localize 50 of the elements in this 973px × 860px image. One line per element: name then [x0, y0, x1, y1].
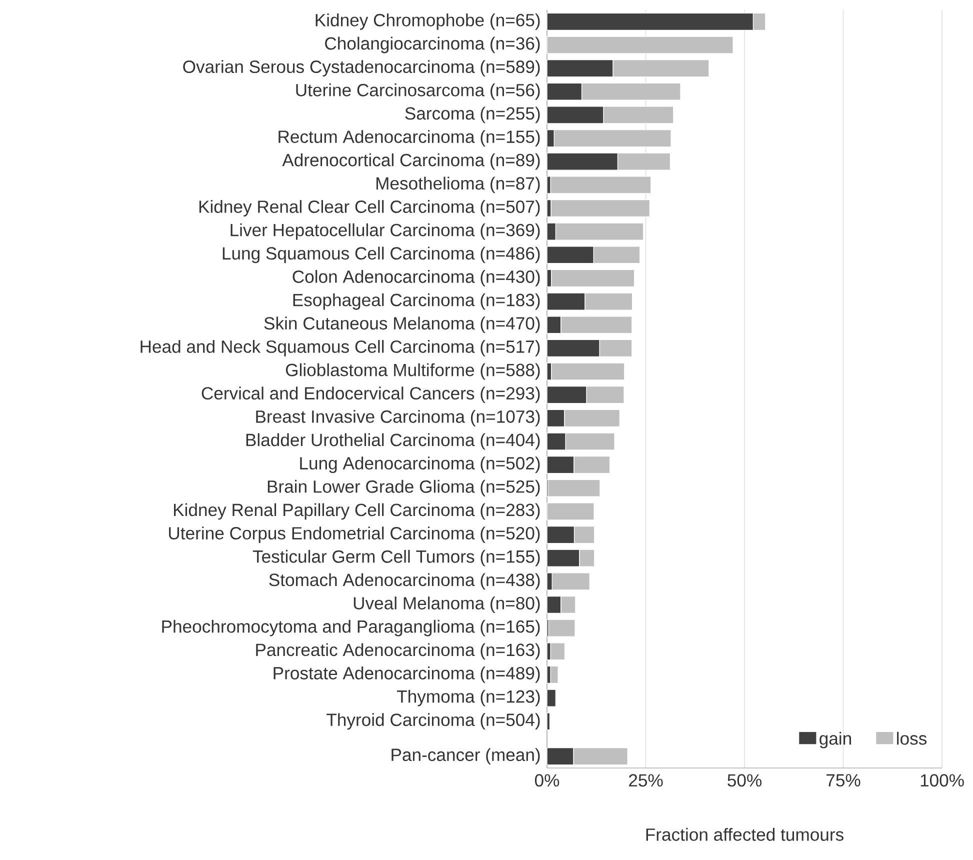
y-tick-label: Bladder Urothelial Carcinoma (n=404) — [246, 433, 540, 450]
y-tick-label: Mesothelioma (n=87) — [376, 176, 540, 194]
y-tick-label: Cholangiocarcinoma (n=36) — [325, 36, 540, 54]
y-tick-label: Prostate Adenocarcinoma (n=489) — [274, 666, 540, 683]
y-tick-label: Rectum Adenocarcinoma (n=155) — [278, 130, 540, 146]
bar — [550, 176, 652, 194]
y-tick-label: Pancreatic Adenocarcinoma (n=163) — [256, 643, 540, 660]
bar — [546, 689, 556, 707]
y-tick-label: Liver Hepatocellular Carcinoma (n=369) — [230, 223, 540, 240]
x-tick-label: 75% — [826, 774, 860, 787]
x-tick-label: 50% — [728, 774, 762, 787]
bar — [550, 666, 558, 684]
x-tick-label: 0% — [534, 774, 560, 787]
y-tick-label: Breast Invasive Carcinoma (n=1073) — [256, 410, 540, 426]
y-tick-label: Ovarian Serous Cystadenocarcinoma (n=589) — [183, 60, 540, 77]
y-tick-label: Thyroid Carcinoma (n=504) — [326, 713, 540, 730]
y-tick-label: Uterine Corpus Endometrial Carcinoma (n=520) — [169, 526, 540, 543]
y-tick-label: Kidney Renal Clear Cell Carcinoma (n=507) — [199, 200, 540, 216]
legend-label: loss — [897, 732, 927, 745]
y-tick-label: Testicular Germ Cell Tumors (n=155) — [252, 550, 540, 566]
y-tick-label: Sarcoma (n=255) — [405, 106, 540, 124]
y-tick-label: Pan-cancer (mean) — [392, 748, 540, 765]
x-axis-title: Fraction affected tumours — [646, 828, 844, 841]
y-tick-label: Adrenocortical Carcinoma (n=89) — [282, 153, 540, 170]
bar — [546, 712, 550, 730]
legend-label: gain — [820, 732, 851, 748]
y-tick-label: Glioblastoma Multiforme (n=588) — [286, 363, 540, 380]
y-tick-label: Stomach Adenocarcinoma (n=438) — [269, 573, 540, 590]
y-tick-label: Cervical and Endocervical Cancers (n=293) — [202, 386, 540, 404]
bar — [546, 36, 734, 54]
y-tick-label: Skin Cutaneous Melanoma (n=470) — [264, 316, 540, 334]
y-tick-label: Uterine Carcinosarcoma (n=56) — [296, 83, 540, 100]
x-tick-label: 25% — [629, 774, 663, 787]
x-tick-label: 100% — [920, 774, 964, 787]
y-tick-label: Kidney Chromophobe (n=65) — [316, 13, 540, 30]
bar — [548, 479, 600, 497]
y-tick-label: Colon Adenocarcinoma (n=430) — [292, 270, 540, 286]
y-tick-label: Lung Adenocarcinoma (n=502) — [300, 456, 540, 474]
y-tick-label: Esophageal Carcinoma (n=183) — [293, 293, 540, 310]
bar — [550, 199, 650, 218]
y-tick-label: Brain Lower Grade Glioma (n=525) — [268, 480, 540, 496]
bar — [550, 642, 566, 660]
y-tick-label: Head and Neck Squamous Cell Carcinoma (n=517) — [140, 340, 540, 356]
y-tick-label: Lung Squamous Cell Carcinoma (n=486) — [222, 246, 540, 264]
y-tick-label: Pheochromocytoma and Paraganglioma (n=165) — [162, 620, 540, 636]
bar — [548, 619, 576, 637]
y-tick-label: Kidney Renal Papillary Cell Carcinoma (n=283) — [174, 503, 540, 520]
y-tick-label: Uveal Melanoma (n=80) — [354, 596, 540, 613]
bar — [546, 502, 594, 520]
y-tick-label: Thymoma (n=123) — [396, 690, 540, 706]
